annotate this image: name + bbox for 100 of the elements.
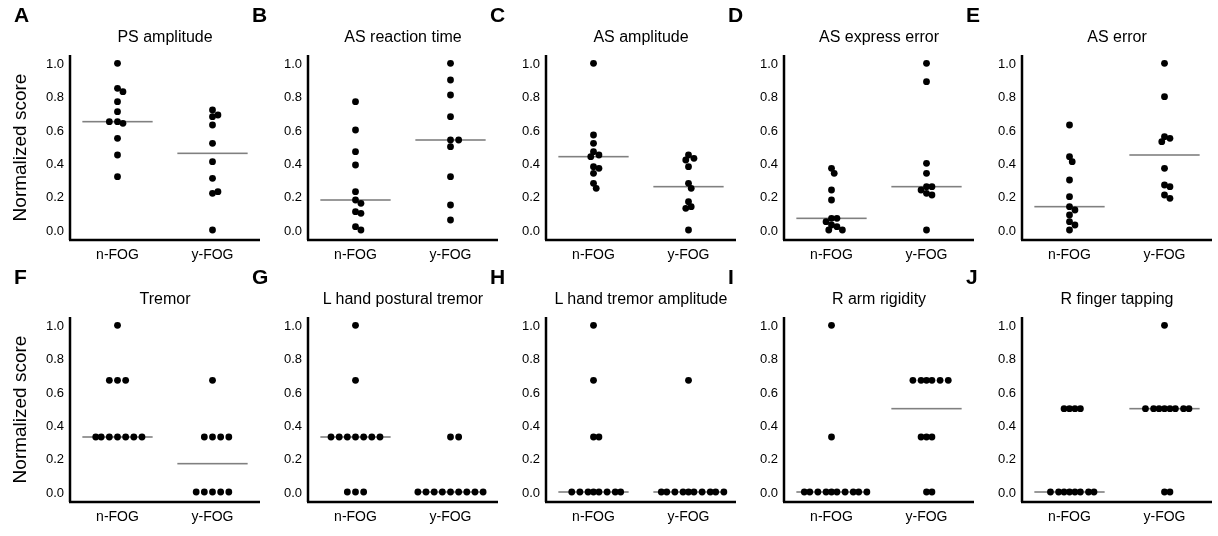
y-tick-label: 0.8 <box>997 89 1016 105</box>
y-tick-label: 0.6 <box>283 122 302 138</box>
y-tick-label: 0.8 <box>521 351 540 367</box>
x-tick-label: n-FOG <box>1048 508 1091 524</box>
y-tick-label: 0.4 <box>283 417 302 433</box>
y-tick-label: 0.2 <box>45 451 64 467</box>
y-tick-label: 0.0 <box>283 222 302 238</box>
x-tick-label: n-FOG <box>1048 246 1091 262</box>
y-tick-label: 0.8 <box>45 89 64 105</box>
y-tick-label: 0.4 <box>521 417 540 433</box>
y-tick-label: 0.6 <box>997 122 1016 138</box>
y-tick-label: 0.2 <box>997 451 1016 467</box>
text: E <box>966 3 981 26</box>
y-tick-label: 0.6 <box>759 122 778 138</box>
y-tick-label: 0.4 <box>997 417 1016 433</box>
y-tick-label: 0.0 <box>759 484 778 500</box>
x-tick-label: y-FOG <box>1143 246 1186 262</box>
y-tick-label: 0.6 <box>521 122 540 138</box>
y-tick-label: 0.6 <box>45 122 64 138</box>
chart-title: AS reaction time <box>344 28 462 45</box>
y-axis-title: Normalized score <box>9 73 30 222</box>
y-tick-label: 0.4 <box>521 155 540 171</box>
x-tick-label: n-FOG <box>96 508 139 524</box>
chart-title: Tremor <box>139 290 192 307</box>
chart-title: L hand postural tremor <box>322 290 484 307</box>
text: G <box>252 265 269 288</box>
chart-title: R arm rigidity <box>831 290 927 307</box>
y-tick-label: 0.2 <box>283 189 302 205</box>
y-tick-label: 0.8 <box>759 89 778 105</box>
y-tick-label: 1.0 <box>521 317 540 333</box>
y-tick-label: 0.0 <box>521 484 540 500</box>
y-tick-label: 0.8 <box>997 351 1016 367</box>
x-tick-label: y-FOG <box>1143 508 1186 524</box>
y-tick-label: 0.6 <box>521 384 540 400</box>
x-tick-label: n-FOG <box>810 508 853 524</box>
y-tick-label: 0.8 <box>521 89 540 105</box>
text: B <box>252 3 268 26</box>
x-tick-label: y-FOG <box>429 508 472 524</box>
x-tick-label: y-FOG <box>667 246 710 262</box>
chart-title: L hand tremor amplitude <box>554 290 728 307</box>
y-tick-label: 0.6 <box>283 384 302 400</box>
x-tick-label: n-FOG <box>572 508 615 524</box>
y-tick-label: 1.0 <box>45 55 64 71</box>
y-tick-label: 0.4 <box>759 417 778 433</box>
x-tick-label: y-FOG <box>905 508 948 524</box>
y-tick-label: 0.0 <box>45 484 64 500</box>
text: H <box>490 265 506 288</box>
chart-title: R finger tapping <box>1060 290 1174 307</box>
x-tick-label: n-FOG <box>334 508 377 524</box>
y-tick-label: 0.0 <box>997 222 1016 238</box>
x-tick-label: y-FOG <box>429 246 472 262</box>
x-tick-label: n-FOG <box>572 246 615 262</box>
y-tick-label: 1.0 <box>45 317 64 333</box>
text: I <box>728 265 734 288</box>
x-tick-label: y-FOG <box>191 246 234 262</box>
text: A <box>14 3 30 26</box>
y-tick-label: 0.0 <box>45 222 64 238</box>
y-tick-label: 0.6 <box>45 384 64 400</box>
chart-title: AS error <box>1087 28 1148 45</box>
y-tick-label: 0.4 <box>45 417 64 433</box>
y-tick-label: 0.0 <box>283 484 302 500</box>
y-tick-label: 1.0 <box>759 55 778 71</box>
y-tick-label: 0.0 <box>759 222 778 238</box>
y-tick-label: 1.0 <box>521 55 540 71</box>
y-tick-label: 1.0 <box>997 55 1016 71</box>
y-tick-label: 0.6 <box>997 384 1016 400</box>
y-tick-label: 0.2 <box>283 451 302 467</box>
y-tick-label: 1.0 <box>997 317 1016 333</box>
y-tick-label: 0.4 <box>997 155 1016 171</box>
y-tick-label: 0.8 <box>45 351 64 367</box>
y-tick-label: 0.2 <box>521 189 540 205</box>
y-tick-label: 0.8 <box>759 351 778 367</box>
text: F <box>14 265 27 288</box>
text: C <box>490 3 506 26</box>
x-tick-label: n-FOG <box>810 246 853 262</box>
x-tick-label: y-FOG <box>667 508 710 524</box>
chart-title: AS amplitude <box>593 28 689 45</box>
y-tick-label: 1.0 <box>759 317 778 333</box>
y-tick-label: 0.4 <box>45 155 64 171</box>
y-tick-label: 0.6 <box>759 384 778 400</box>
text: D <box>728 3 744 26</box>
chart-title: PS amplitude <box>117 28 213 45</box>
y-tick-label: 0.2 <box>997 189 1016 205</box>
y-tick-label: 0.4 <box>283 155 302 171</box>
text: J <box>966 265 978 288</box>
y-tick-label: 0.2 <box>759 451 778 467</box>
chart-title: AS express error <box>818 28 940 45</box>
x-tick-label: n-FOG <box>96 246 139 262</box>
y-tick-label: 1.0 <box>283 55 302 71</box>
x-tick-label: n-FOG <box>334 246 377 262</box>
y-tick-label: 0.8 <box>283 351 302 367</box>
x-tick-label: y-FOG <box>191 508 234 524</box>
y-tick-label: 0.4 <box>759 155 778 171</box>
y-axis-title: Normalized score <box>9 335 30 484</box>
y-tick-label: 0.2 <box>759 189 778 205</box>
y-tick-label: 1.0 <box>283 317 302 333</box>
y-tick-label: 0.2 <box>521 451 540 467</box>
y-tick-label: 0.8 <box>283 89 302 105</box>
x-tick-label: y-FOG <box>905 246 948 262</box>
y-tick-label: 0.2 <box>45 189 64 205</box>
